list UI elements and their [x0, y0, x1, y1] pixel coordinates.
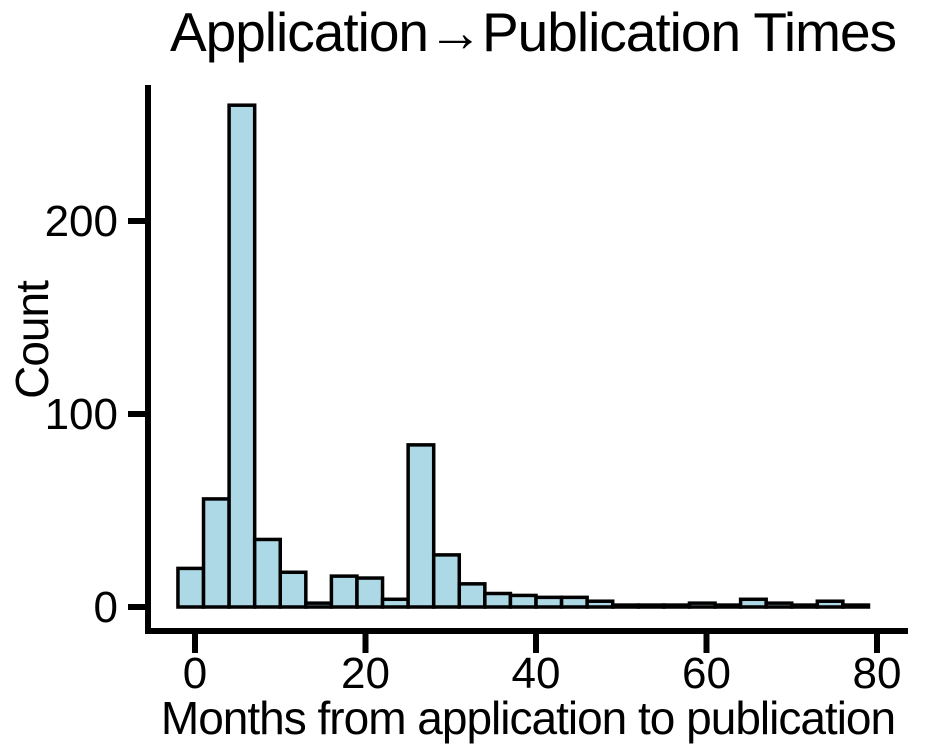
histogram-bar	[252, 537, 283, 609]
histogram-bar	[559, 595, 589, 609]
x-tick-label: 60	[682, 649, 731, 698]
x-axis-label: Months from application to publication	[160, 692, 896, 744]
histogram-bar	[738, 597, 768, 609]
chart-title: Application→Publication Times	[169, 1, 897, 63]
histogram-bar	[764, 601, 794, 609]
histogram-bar	[713, 603, 743, 609]
histogram-bar	[380, 597, 410, 609]
y-tick-label: 0	[94, 583, 118, 632]
histogram-bar	[201, 497, 231, 609]
histogram-bar	[304, 601, 334, 609]
histogram-bar	[508, 593, 538, 609]
histogram-bar	[355, 576, 385, 609]
histogram-bar	[406, 443, 436, 609]
histogram-bar	[636, 603, 666, 609]
histogram-bar	[483, 591, 513, 609]
histogram-bar	[329, 574, 359, 609]
x-tick-label: 20	[341, 649, 390, 698]
y-tick-label: 100	[45, 390, 118, 439]
y-axis-label: Count	[6, 281, 58, 399]
histogram-bar	[841, 603, 871, 609]
histogram-bar	[278, 570, 308, 609]
histogram-bar	[431, 553, 462, 609]
histogram-bar	[790, 603, 820, 609]
y-tick-label: 200	[45, 197, 118, 246]
histogram-bar	[534, 595, 564, 609]
histogram-bar	[585, 599, 615, 609]
histogram-bar	[227, 103, 257, 609]
histogram-bar	[176, 566, 206, 609]
x-tick-label: 40	[512, 649, 561, 698]
histogram-bar	[662, 603, 692, 609]
x-tick-label: 80	[853, 649, 902, 698]
x-tick-label: 0	[183, 649, 207, 698]
histogram-bar	[687, 601, 717, 609]
histogram-bar	[815, 599, 845, 609]
histogram-bar	[457, 582, 487, 609]
histogram-bar	[610, 603, 641, 609]
